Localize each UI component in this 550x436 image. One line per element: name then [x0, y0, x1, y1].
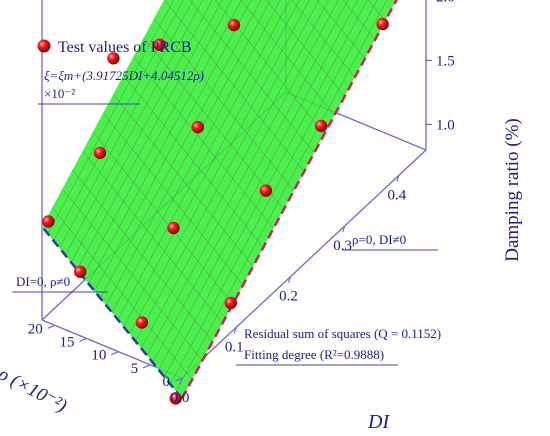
- axis-ticks: 1.01.52.02.53.03.50.00.10.20.30.40510152…: [28, 0, 455, 406]
- equation-line1: ξ=ξm+(3.91725DI+4.04512ρ): [44, 68, 204, 83]
- x-tick-label: 0.3: [333, 238, 352, 254]
- data-point: [191, 120, 204, 134]
- surface-grid-line: [53, 0, 184, 242]
- surface-grid-line: [105, 0, 271, 306]
- edge-annotations: ρ=0, DI≠0 DI=0, ρ≠0: [12, 232, 438, 293]
- y-tick-mark: [47, 324, 55, 329]
- surface-grid-line: [265, 0, 345, 97]
- surface-grid-line: [100, 0, 262, 299]
- surface-grid-line: [240, 0, 335, 116]
- surface-grid-line: [88, 0, 242, 284]
- equation-line2: ×10⁻²: [44, 86, 75, 101]
- y-tick-label: 5: [131, 361, 139, 377]
- data-points: [42, 17, 389, 405]
- x-tick-mark: [233, 327, 237, 334]
- data-point: [376, 17, 389, 31]
- y-tick-mark: [111, 351, 119, 356]
- surface-grid-line: [111, 0, 281, 313]
- residual-text: Residual sum of squares (Q = 0.1152): [244, 326, 441, 341]
- data-point: [135, 316, 149, 329]
- data-point: [107, 52, 120, 65]
- z-tick-label: 1.5: [436, 53, 455, 69]
- surface-grid-line: [76, 0, 223, 270]
- y-tick-label: 15: [60, 334, 75, 350]
- legend: Test values of PRCB: [37, 39, 192, 56]
- x-tick-label: 0.4: [388, 187, 407, 203]
- data-point: [42, 215, 55, 228]
- annotation-rho-zero: ρ=0, DI≠0: [352, 232, 406, 247]
- surface-grid-line: [70, 0, 213, 263]
- y-tick-label: 0: [163, 374, 171, 390]
- fit-statistics: Residual sum of squares (Q = 0.1152) Fit…: [236, 326, 441, 366]
- x-tick-mark: [287, 276, 292, 283]
- data-point: [169, 392, 182, 405]
- z-tick-label: 1.0: [436, 117, 455, 133]
- y-tick-label: 10: [91, 348, 106, 364]
- surface-grid-line: [94, 0, 252, 292]
- y-axis-title: ρ (×10⁻²): [0, 363, 70, 417]
- x-tick-label: 0.0: [171, 390, 190, 406]
- edge-di-zero: [41, 225, 183, 400]
- data-point: [153, 38, 166, 51]
- equation: ξ=ξm+(3.91725DI+4.04512ρ) ×10⁻²: [38, 68, 204, 105]
- fitted-surface: [41, 0, 398, 400]
- y-tick-mark: [142, 364, 151, 369]
- surface-grid-line: [65, 0, 203, 256]
- data-point: [259, 184, 273, 197]
- data-point: [224, 296, 237, 310]
- fitting-text: Fitting degree (R²=0.9888): [244, 347, 384, 362]
- data-point: [167, 221, 180, 235]
- z-tick-label: 2.0: [436, 0, 455, 5]
- y-tick-mark: [79, 337, 87, 343]
- y-tick-label: 20: [28, 321, 43, 337]
- surface-grid-line: [291, 0, 356, 78]
- annotation-di-zero: DI=0, ρ≠0: [16, 274, 70, 289]
- data-point: [93, 146, 107, 160]
- surface-grid-line: [47, 0, 174, 234]
- surface-grid-line: [82, 0, 233, 277]
- data-point: [314, 119, 328, 133]
- surface-grid-line: [317, 0, 366, 59]
- x-axis-title: DI: [367, 411, 390, 433]
- x-tick-label: 0.1: [225, 339, 244, 355]
- x-tick-mark: [179, 377, 183, 385]
- surface-grid-line: [59, 0, 194, 249]
- x-tick-mark: [396, 175, 400, 182]
- data-point: [74, 265, 87, 278]
- z-axis-title: Damping ratio (%): [502, 118, 523, 262]
- surface-plane: [42, 0, 397, 399]
- legend-label: Test values of PRCB: [58, 39, 192, 56]
- y-tick-mark: [174, 377, 183, 382]
- legend-marker: [37, 39, 51, 53]
- surface-grid-line: [342, 0, 376, 40]
- surface-grid-line: [214, 0, 325, 135]
- data-point: [227, 18, 241, 32]
- x-tick-mark: [342, 225, 346, 233]
- box-edge: [181, 149, 427, 379]
- x-tick-label: 0.2: [279, 289, 298, 305]
